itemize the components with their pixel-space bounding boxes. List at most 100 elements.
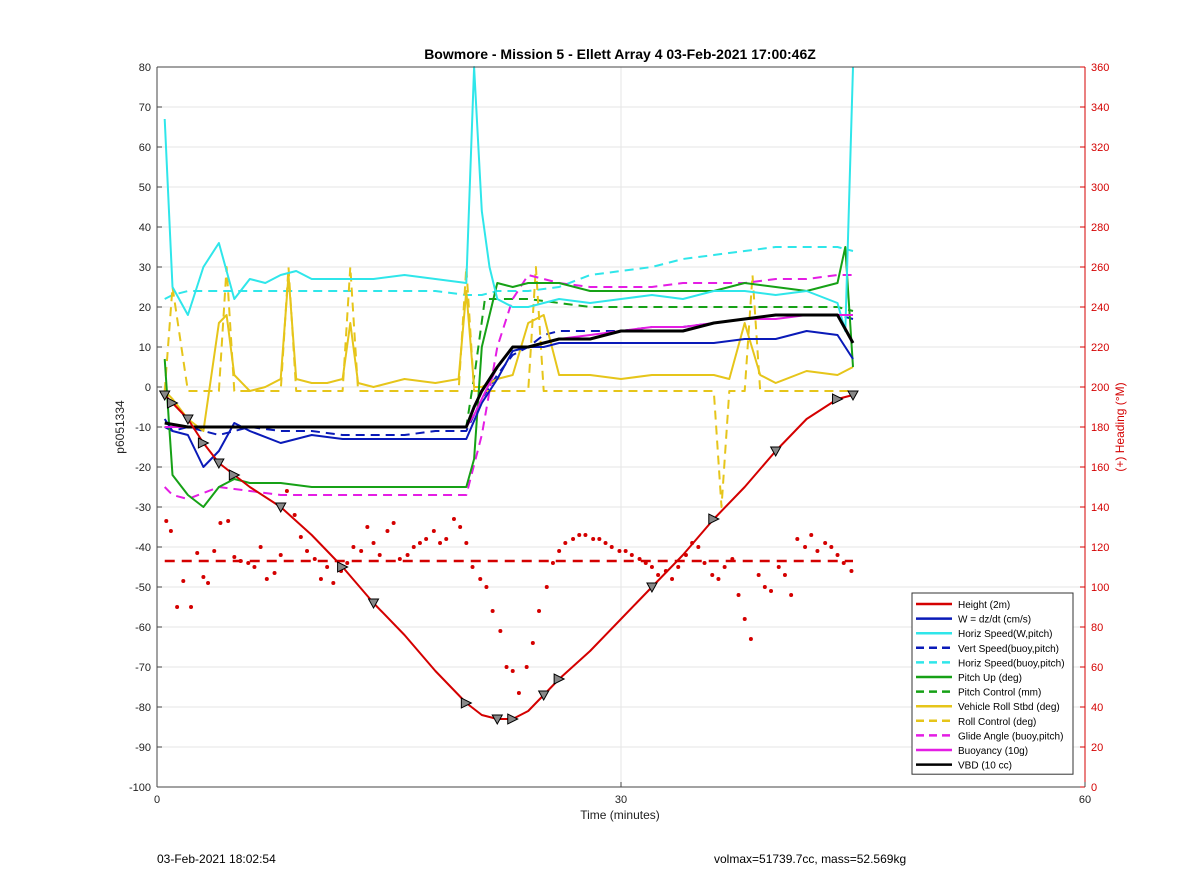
series-line-vbd: [164, 313, 855, 429]
y-tick-label: -30: [135, 502, 151, 514]
y-tick-label: -60: [135, 622, 151, 634]
heading-point: [168, 529, 173, 533]
heading-point: [516, 691, 521, 695]
height-marker: [507, 713, 519, 725]
y-tick-label: 0: [145, 382, 151, 394]
heading-point: [201, 575, 206, 579]
heading-point: [284, 489, 289, 493]
heading-point: [470, 565, 475, 569]
height-marker: [197, 437, 210, 449]
heading-point: [181, 579, 186, 583]
right-axis-label: (+) Heading (°M): [1113, 382, 1127, 471]
y2-tick-label: 240: [1091, 302, 1109, 314]
y-tick-label: -40: [135, 542, 151, 554]
heading-point: [438, 541, 443, 545]
heading-point: [577, 533, 582, 537]
legend: Height (2m) W = dz/dt (cm/s) Horiz Speed(W…: [911, 592, 1074, 775]
heading-point: [656, 573, 661, 577]
heading-point: [583, 533, 588, 537]
y-tick-label: -20: [135, 462, 151, 474]
heading-point: [722, 565, 727, 569]
legend-label-roll: Vehicle Roll Stbd (deg): [958, 702, 1060, 713]
heading-point: [312, 557, 317, 561]
heading-point: [623, 549, 628, 553]
heading-point: [617, 549, 622, 553]
y2-tick-label: 100: [1091, 582, 1109, 594]
y2-tick-label: 360: [1091, 62, 1109, 74]
heading-point: [417, 541, 422, 545]
y2-tick-label: 320: [1091, 142, 1109, 154]
y2-tick-label: 40: [1091, 702, 1103, 714]
heading-point: [823, 541, 828, 545]
legend-label-pitch_up: Pitch Up (deg): [958, 673, 1022, 684]
heading-point: [563, 541, 568, 545]
heading-point: [264, 577, 269, 581]
y2-tick-label: 20: [1091, 742, 1103, 754]
legend-label-vert_buoy: Vert Speed(buoy,pitch): [958, 644, 1059, 655]
heading-point: [458, 525, 463, 529]
y-tick-label: 10: [139, 342, 151, 354]
heading-point: [524, 665, 529, 669]
heading-point: [762, 585, 767, 589]
heading-point: [272, 571, 277, 575]
legend-label-horiz_buoy: Horiz Speed(buoy,pitch): [958, 658, 1065, 669]
y2-tick-label: 200: [1091, 382, 1109, 394]
x-tick-label: 0: [154, 794, 160, 806]
height-marker: [553, 673, 566, 685]
heading-point: [676, 565, 681, 569]
heading-point: [164, 519, 169, 523]
heading-point: [748, 637, 753, 641]
y2-tick-label: 80: [1091, 622, 1103, 634]
y2-tick-label: 60: [1091, 662, 1103, 674]
heading-point: [730, 557, 735, 561]
heading-point: [189, 605, 194, 609]
legend-label-vbd: VBD (10 cc): [958, 761, 1012, 772]
heading-point: [498, 629, 503, 633]
x-tick-label: 60: [1079, 794, 1091, 806]
chart-title: Bowmore - Mission 5 - Ellett Array 4 03-…: [424, 46, 816, 62]
height-marker: [537, 690, 550, 702]
legend-box: [911, 592, 1074, 775]
y2-tick-label: 0: [1091, 782, 1097, 794]
heading-point: [702, 561, 707, 565]
heading-point: [195, 551, 200, 555]
heading-point: [292, 513, 297, 517]
x-axis-label: Time (minutes): [580, 808, 660, 822]
heading-point: [444, 537, 449, 541]
heading-point: [464, 541, 469, 545]
legend-label-pitch_control: Pitch Control (mm): [958, 688, 1041, 699]
heading-point: [756, 573, 761, 577]
heading-point: [696, 545, 701, 549]
height-marker: [491, 714, 504, 726]
heading-point: [397, 557, 402, 561]
heading-point: [603, 541, 608, 545]
y-tick-label: 50: [139, 182, 151, 194]
heading-point: [226, 519, 231, 523]
y-tick-label: 20: [139, 302, 151, 314]
heading-point: [451, 517, 456, 521]
height-marker: [832, 393, 844, 405]
series-line-glide: [163, 274, 853, 500]
heading-point: [571, 537, 576, 541]
axes: -100-90-80-70-60-50-40-30-20-10010203040…: [129, 62, 1109, 806]
heading-point: [484, 585, 489, 589]
heading-point: [305, 549, 310, 553]
heading-point: [803, 545, 808, 549]
y-tick-label: 80: [139, 62, 151, 74]
height-marker: [708, 513, 720, 525]
height-marker: [158, 390, 171, 402]
heading-point: [742, 617, 747, 621]
legend-label-roll_control: Roll Control (deg): [958, 717, 1036, 728]
heading-point: [716, 577, 721, 581]
heading-point: [609, 545, 614, 549]
y2-tick-label: 160: [1091, 462, 1109, 474]
heading-point: [490, 609, 495, 613]
y2-tick-label: 340: [1091, 102, 1109, 114]
height-marker: [847, 390, 859, 402]
heading-point: [232, 555, 237, 559]
footer-timestamp: 03-Feb-2021 18:02:54: [157, 852, 276, 866]
heading-point: [318, 577, 323, 581]
heading-point: [544, 585, 549, 589]
legend-label-buoyancy: Buoyancy (10g): [958, 746, 1028, 757]
